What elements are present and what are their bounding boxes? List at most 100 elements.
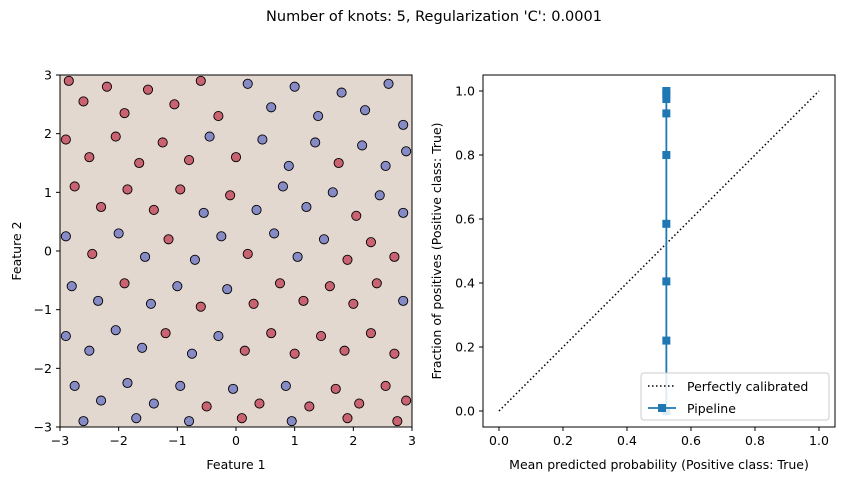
x-tick-label: 0 bbox=[232, 433, 240, 448]
decision-region bbox=[60, 75, 412, 427]
sample-point-blue bbox=[172, 281, 183, 292]
sample-point-red bbox=[78, 96, 89, 107]
calibration-frame bbox=[482, 74, 836, 428]
sample-point-blue bbox=[357, 140, 368, 151]
pipeline-marker bbox=[662, 277, 671, 286]
sample-point-blue bbox=[398, 295, 409, 306]
sample-point-red bbox=[239, 345, 250, 356]
sample-point-red bbox=[213, 111, 224, 122]
x-tick-label: −2 bbox=[109, 433, 127, 448]
sample-point-red bbox=[389, 348, 400, 359]
sample-point-red bbox=[348, 298, 359, 309]
x-tick-label: 0.2 bbox=[553, 433, 573, 448]
x-tick-label: −3 bbox=[51, 433, 69, 448]
x-tick-label: 0.0 bbox=[489, 433, 509, 448]
sample-point-red bbox=[242, 248, 253, 259]
y-axis-label: Feature 2 bbox=[9, 221, 24, 280]
sample-point-blue bbox=[277, 181, 288, 192]
sample-point-red bbox=[87, 248, 98, 259]
pipeline-marker bbox=[662, 95, 671, 103]
legend-box bbox=[640, 372, 830, 421]
y-tick-label: 0.4 bbox=[455, 276, 475, 291]
sample-point-blue bbox=[222, 284, 233, 295]
y-tick-label: −3 bbox=[34, 420, 52, 435]
sample-point-blue bbox=[131, 413, 142, 424]
x-ticks: −3 −2 −1 0 1 2 3 bbox=[51, 427, 416, 448]
sample-point-blue bbox=[327, 187, 338, 198]
sample-point-blue bbox=[96, 395, 107, 406]
sample-point-red bbox=[354, 398, 365, 409]
perfectly-calibrated-line bbox=[498, 90, 820, 412]
y-ticks: 0.0 0.2 0.4 0.6 0.8 1.0 bbox=[455, 84, 483, 419]
pipeline-marker bbox=[662, 87, 671, 95]
sample-point-blue bbox=[213, 331, 224, 342]
sample-point-blue bbox=[228, 383, 239, 394]
sample-point-blue bbox=[313, 111, 324, 122]
sample-point-blue bbox=[398, 119, 409, 130]
x-tick-label: 1.0 bbox=[809, 433, 829, 448]
sample-point-blue bbox=[198, 207, 209, 218]
legend: Perfectly calibrated Pipeline bbox=[640, 372, 830, 421]
sample-point-red bbox=[330, 383, 341, 394]
pipeline-marker bbox=[662, 151, 671, 159]
legend-marker-pipeline bbox=[658, 404, 666, 412]
sample-point-red bbox=[119, 108, 130, 119]
sample-point-red bbox=[342, 254, 353, 265]
sample-point-blue bbox=[110, 325, 121, 336]
sample-point-red bbox=[225, 190, 236, 201]
x-tick-label: 0.6 bbox=[681, 433, 701, 448]
sample-point-red bbox=[175, 184, 186, 195]
sample-point-red bbox=[195, 75, 206, 86]
sample-point-blue bbox=[66, 281, 77, 292]
pipeline-marker bbox=[662, 109, 671, 118]
x-axis-label: Mean predicted probability (Positive cla… bbox=[509, 457, 809, 472]
sample-point-red bbox=[84, 152, 95, 163]
sample-point-blue bbox=[186, 348, 198, 359]
y-tick-label: 0.6 bbox=[455, 212, 475, 227]
sample-point-blue bbox=[301, 201, 312, 213]
pipeline-marker bbox=[662, 219, 671, 228]
y-tick-label: 0 bbox=[44, 244, 52, 259]
sample-point-red bbox=[142, 84, 154, 95]
sample-points bbox=[60, 75, 412, 427]
legend-label-pipeline: Pipeline bbox=[687, 401, 736, 416]
calibration-curve-panel: 0.0 0.2 0.4 0.6 0.8 1.0 0.0 0.2 0.4 0.6 0.8 1.0 Me… bbox=[429, 74, 836, 472]
x-tick-label: 0.4 bbox=[617, 433, 637, 448]
sample-point-blue bbox=[269, 228, 280, 239]
sample-point-red bbox=[69, 181, 80, 192]
sample-point-red bbox=[392, 416, 403, 427]
sample-point-red bbox=[134, 157, 145, 169]
sample-point-red bbox=[339, 345, 350, 356]
sample-point-blue bbox=[122, 377, 133, 389]
sample-point-blue bbox=[257, 134, 268, 145]
sample-point-red bbox=[184, 155, 195, 166]
sample-point-blue bbox=[398, 207, 409, 218]
sample-point-blue bbox=[60, 231, 71, 242]
sample-point-blue bbox=[189, 254, 200, 265]
sample-point-blue bbox=[148, 398, 159, 409]
sample-point-red bbox=[157, 137, 168, 148]
sample-point-red bbox=[101, 81, 112, 92]
sample-point-red bbox=[380, 380, 391, 391]
sample-point-blue bbox=[140, 251, 151, 262]
y-tick-label: 0.0 bbox=[455, 404, 475, 419]
figure-title: Number of knots: 5, Regularization 'C': … bbox=[266, 9, 602, 25]
x-tick-label: 3 bbox=[408, 433, 416, 448]
sample-point-red bbox=[351, 210, 362, 221]
sample-point-blue bbox=[137, 342, 148, 353]
sample-point-blue bbox=[175, 380, 186, 391]
y-ticks: −3 −2 −1 0 1 2 3 bbox=[34, 68, 60, 435]
sample-point-red bbox=[96, 201, 107, 213]
sample-point-red bbox=[230, 152, 242, 163]
y-tick-label: −2 bbox=[34, 361, 52, 376]
y-tick-label: 3 bbox=[44, 68, 52, 83]
sample-point-red bbox=[195, 301, 206, 312]
sample-point-blue bbox=[292, 251, 303, 262]
sample-point-red bbox=[110, 131, 121, 142]
sample-point-red bbox=[160, 328, 171, 339]
sample-point-blue bbox=[251, 204, 262, 215]
sample-point-red bbox=[401, 395, 412, 406]
sample-point-red bbox=[148, 204, 159, 215]
sample-point-blue bbox=[280, 380, 291, 391]
sample-point-blue bbox=[78, 416, 89, 427]
